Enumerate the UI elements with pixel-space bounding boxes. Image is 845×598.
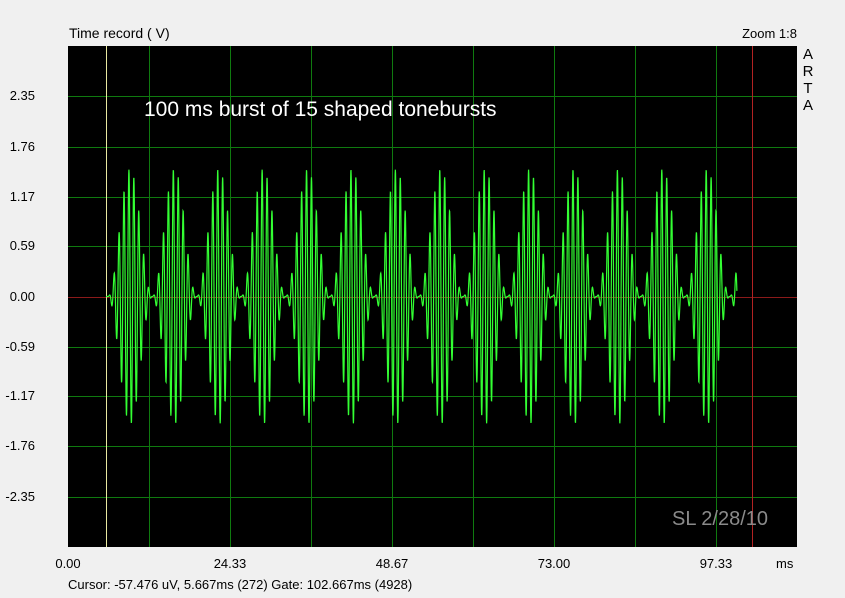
arta-logo: A R T A bbox=[802, 46, 814, 114]
arta-letter: T bbox=[803, 80, 813, 97]
x-tick-label: 48.67 bbox=[375, 556, 409, 571]
x-tick-label: 97.33 bbox=[699, 556, 733, 571]
time-record-chart[interactable] bbox=[68, 46, 797, 547]
arta-letter: R bbox=[802, 63, 814, 80]
status-bar: Cursor: -57.476 uV, 5.667ms (272) Gate: … bbox=[68, 577, 413, 592]
arta-letter: A bbox=[802, 97, 813, 114]
x-tick-label: 24.33 bbox=[213, 556, 247, 571]
y-tick-label: 2.35 bbox=[9, 88, 35, 104]
x-axis-unit: ms bbox=[776, 556, 794, 571]
y-tick-label: -1.76 bbox=[5, 438, 35, 454]
y-tick-label: -1.17 bbox=[5, 388, 35, 404]
y-tick-label: 0.00 bbox=[9, 288, 35, 304]
y-tick-label: -0.59 bbox=[5, 338, 35, 354]
watermark: SL 2/28/10 bbox=[672, 508, 769, 530]
chart-title: Time record ( V) bbox=[69, 25, 170, 41]
y-tick-label: 1.17 bbox=[9, 188, 35, 204]
plot-area[interactable]: 100 ms burst of 15 shaped tonebursts SL … bbox=[68, 46, 797, 547]
zoom-level[interactable]: Zoom 1:8 bbox=[742, 26, 797, 41]
toneburst-trace bbox=[105, 169, 738, 424]
y-tick-label: 1.76 bbox=[9, 138, 35, 154]
x-tick-label: 73.00 bbox=[537, 556, 571, 571]
arta-letter: A bbox=[802, 46, 813, 63]
y-tick-label: 0.59 bbox=[9, 238, 35, 254]
chart-annotation: 100 ms burst of 15 shaped tonebursts bbox=[144, 98, 497, 121]
y-tick-label: -2.35 bbox=[5, 488, 35, 504]
x-tick-label: 0.00 bbox=[55, 556, 81, 571]
